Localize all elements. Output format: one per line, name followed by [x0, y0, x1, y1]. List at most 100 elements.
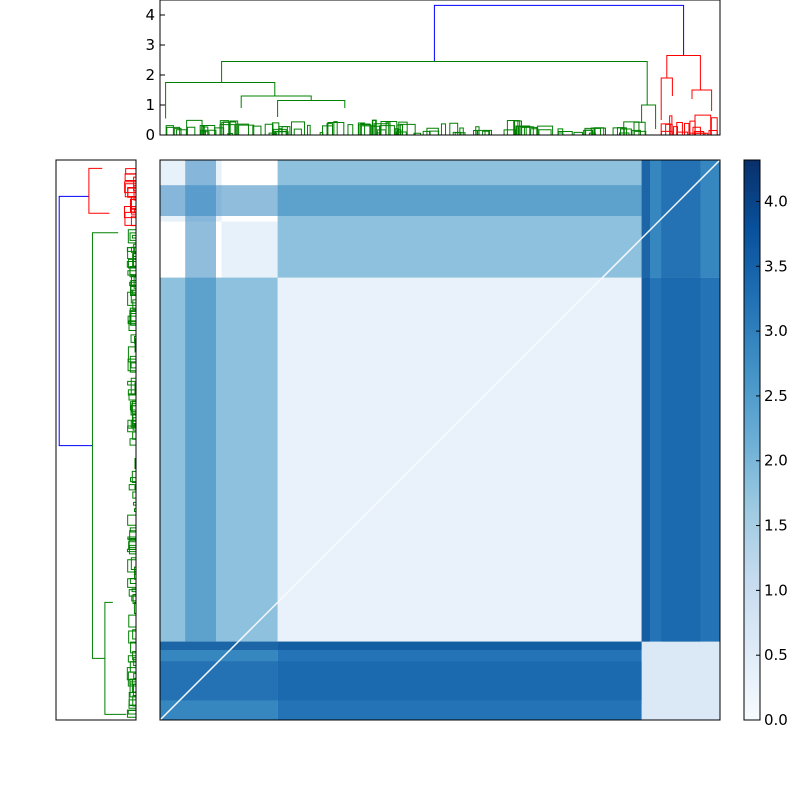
top-leaf-link [200, 129, 217, 135]
colorbar-tick-label: 0.5 [764, 646, 788, 664]
left-leaf-link [127, 709, 136, 715]
left-leaf-link [133, 672, 136, 679]
top-leaf-link [459, 127, 464, 135]
heatmap-band-row-2 [160, 661, 642, 701]
top-link-a5 [641, 104, 657, 129]
left-leaf-link [131, 595, 136, 602]
top-leaf-link [219, 124, 236, 135]
top-leaf-link [235, 123, 249, 135]
top-leaf-link [454, 132, 466, 135]
left-leaf-link [130, 641, 136, 654]
colorbar-tick-label: 1.0 [764, 581, 788, 599]
top-leaf-link [692, 126, 701, 135]
top-dendrogram-frame [159, 0, 721, 136]
top-ytick-label: 0 [145, 126, 155, 144]
left-leaf-link [130, 477, 136, 483]
top-dendrogram-links [165, 4, 718, 135]
top-leaf-link [203, 131, 210, 135]
colorbar-tick-label: 4.0 [764, 192, 788, 210]
top-link-b1 [666, 55, 701, 90]
top-leaf-link [360, 123, 371, 135]
top-link-a2 [165, 82, 276, 119]
heatmap-block-2 [277, 277, 642, 642]
left-leaf-link [124, 211, 136, 226]
left-leaf-link [129, 281, 136, 287]
left-leaf-link [128, 692, 136, 707]
top-leaf-link [557, 128, 564, 135]
left-leaf-link [134, 485, 136, 490]
top-leaf-link [221, 121, 230, 135]
top-leaf-link [252, 125, 262, 135]
left-leaf-link [128, 393, 136, 401]
colorbar-tick-label: 3.0 [764, 322, 788, 340]
left-leaf-link [130, 362, 136, 369]
left-leaf-link [129, 530, 136, 541]
left-leaf-link [131, 470, 136, 484]
top-link-a1 [221, 61, 648, 105]
top-leaf-link [503, 129, 516, 135]
left-leaf-link [129, 578, 136, 584]
top-leaf-link [347, 124, 354, 135]
left-leaf-link [127, 315, 136, 325]
top-leaf-link [238, 124, 255, 135]
top-leaf-link [360, 125, 377, 135]
top-leaf-link [173, 128, 182, 135]
top-leaf-link [413, 132, 422, 135]
left-leaf-link [129, 661, 136, 673]
colorbar-gradient [744, 160, 760, 720]
top-leaf-link [619, 132, 630, 135]
left-leaf-link [126, 709, 136, 718]
colorbar-tick-label: 2.5 [764, 387, 788, 405]
top-leaf-link [684, 122, 690, 135]
left-leaf-link [126, 260, 136, 268]
heatmap-cells [159, 159, 721, 721]
top-leaf-link [373, 123, 390, 135]
left-link-a1 [91, 232, 119, 659]
top-leaf-link [482, 130, 490, 135]
heatmap-band-row-1 [160, 641, 642, 650]
top-leaf-link [519, 126, 534, 135]
top-leaf-link [327, 122, 345, 135]
top-ytick-label: 2 [145, 66, 155, 84]
left-leaf-link [127, 425, 136, 433]
top-leaf-link [537, 125, 554, 135]
left-link-root [58, 195, 93, 447]
colorbar-frame [743, 159, 761, 721]
top-leaf-link [166, 126, 181, 135]
left-leaf-link [128, 484, 136, 491]
left-leaf-link [128, 538, 136, 548]
top-leaf-link [273, 128, 287, 135]
left-leaf-link [129, 681, 136, 698]
left-leaf-link [129, 438, 136, 446]
left-dendrogram-frame [55, 159, 137, 721]
top-leaf-link [612, 127, 628, 135]
top-leaf-link [357, 122, 366, 135]
top-leaf-link [201, 130, 206, 135]
top-leaf-link [229, 120, 239, 135]
top-leaf-link [399, 123, 416, 135]
top-leaf-link [620, 128, 632, 135]
left-leaf-link [133, 508, 136, 513]
heatmap-band-col-2 [661, 160, 701, 642]
top-ytick-label: 1 [145, 96, 155, 114]
top-leaf-link [673, 126, 679, 135]
left-leaf-link [129, 309, 136, 323]
left-leaf-link [124, 181, 136, 194]
colorbar-tick-label: 1.5 [764, 517, 788, 535]
colorbar-tick-label: 3.5 [764, 257, 788, 275]
left-leaf-link [131, 588, 136, 593]
left-leaf-link [133, 501, 136, 506]
top-leaf-link [449, 122, 459, 135]
top-leaf-link [669, 115, 673, 135]
top-leaf-link [631, 129, 641, 135]
top-leaf-link [710, 117, 718, 135]
top-leaf-link [333, 121, 338, 135]
top-leaf-link [573, 131, 583, 135]
left-leaf-link [127, 536, 136, 540]
top-leaf-link [202, 126, 209, 135]
left-leaf-link [131, 234, 136, 239]
top-leaf-link [186, 126, 196, 135]
left-leaf-link [130, 334, 136, 343]
left-leaf-link [126, 548, 136, 553]
